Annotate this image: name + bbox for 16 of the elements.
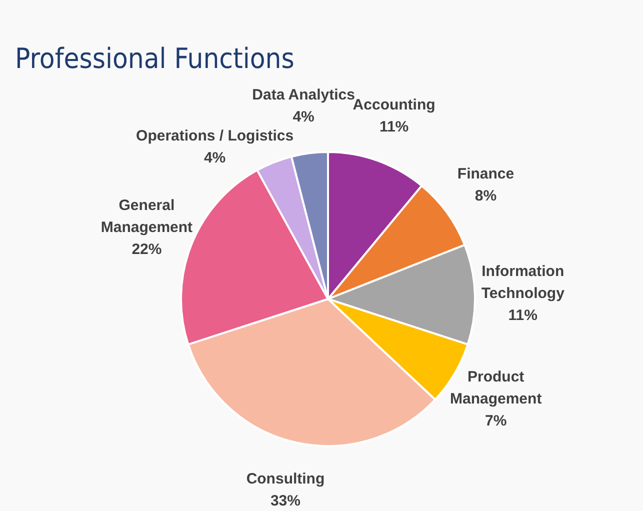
chart-title: Professional Functions [15,42,294,75]
data-label: 8% [474,187,497,204]
data-label: 4% [204,150,226,167]
slice-label: Data Analytics [252,86,355,104]
data-label: 11% [379,118,409,136]
data-label: 7% [485,412,507,430]
data-label: 4% [292,108,314,126]
data-label: 22% [132,241,162,258]
data-label: 11% [508,306,538,324]
slice-label: Information Technology [481,262,566,302]
slice-label: Operations / Logistics [136,128,294,145]
slice-label: Product Management [450,368,542,408]
slice-label: Finance [457,165,514,182]
slice-label: Consulting [246,470,325,488]
data-label: 33% [270,492,300,510]
slice-label: General Management [100,197,193,236]
